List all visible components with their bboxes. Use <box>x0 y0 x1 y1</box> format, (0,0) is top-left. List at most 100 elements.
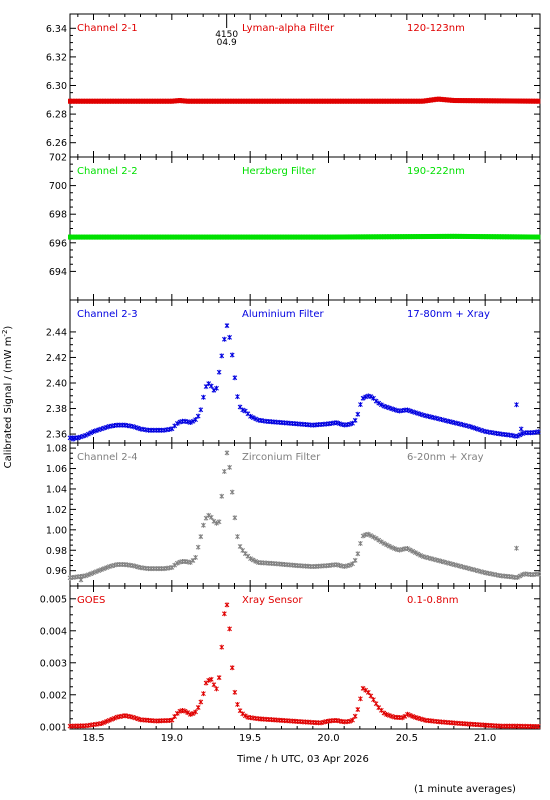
data-point <box>285 234 290 240</box>
data-point <box>245 234 250 240</box>
data-point <box>102 234 107 240</box>
data-point <box>211 234 216 240</box>
x-tick-label: 19.0 <box>161 733 183 744</box>
data-point <box>512 234 517 240</box>
data-point <box>352 713 358 719</box>
data-point <box>248 556 253 562</box>
data-point <box>360 395 366 401</box>
x-axis-label: Time / h UTC, 03 Apr 2026 <box>236 754 369 765</box>
data-point <box>122 234 127 240</box>
data-point <box>125 98 130 104</box>
band-label: 17-80nm + Xray <box>407 309 490 320</box>
data-point <box>523 234 528 240</box>
data-point <box>410 234 415 240</box>
data-point <box>232 689 238 695</box>
y-tick-label: 0.005 <box>40 594 67 605</box>
data-point <box>347 234 352 240</box>
data-point <box>209 98 214 104</box>
data-point <box>347 718 353 724</box>
data-point <box>130 714 136 720</box>
data-point <box>229 665 235 671</box>
data-point <box>146 234 151 240</box>
y-tick-label: 700 <box>49 181 67 192</box>
y-tick-label: 0.001 <box>40 722 67 733</box>
panel-4: 0.96 0.98 1.00 1.02 1.04 1.06 1.08 Channel 2-4 Z… <box>46 442 541 587</box>
data-point <box>455 233 460 239</box>
data-point <box>347 98 352 104</box>
data-point <box>308 234 313 240</box>
data-point <box>245 98 250 104</box>
data-point <box>376 400 382 406</box>
data-point <box>340 234 345 240</box>
data-point <box>180 234 185 240</box>
data-point <box>75 98 80 104</box>
footnote: (1 minute averages) <box>414 784 516 795</box>
data-point <box>237 543 243 549</box>
data-point <box>399 715 405 721</box>
data-point <box>507 98 512 104</box>
data-point <box>88 234 93 240</box>
data-point <box>290 98 295 104</box>
data-point <box>303 98 308 104</box>
data-point <box>473 425 478 431</box>
data-point <box>402 234 407 240</box>
data-point <box>146 98 151 104</box>
data-point <box>190 98 195 104</box>
data-point <box>429 233 434 239</box>
data-point <box>316 98 321 104</box>
data-point <box>342 234 347 240</box>
data-point <box>311 98 316 104</box>
data-point <box>491 234 496 240</box>
data-point <box>418 552 423 558</box>
data-point <box>222 336 227 342</box>
data-point <box>115 234 120 240</box>
data-point <box>193 98 198 104</box>
data-point <box>187 419 193 425</box>
data-point <box>397 98 402 104</box>
data-point <box>96 568 102 574</box>
data-point <box>303 234 308 240</box>
data-point <box>96 427 102 433</box>
data-point <box>378 539 384 545</box>
data-point <box>365 531 371 537</box>
data-point <box>287 234 292 240</box>
data-point <box>109 716 115 722</box>
data-point <box>269 234 274 240</box>
data-point <box>219 353 225 359</box>
data-point <box>198 407 204 413</box>
data-point <box>167 234 172 240</box>
data-point <box>193 554 198 560</box>
data-point <box>229 352 235 358</box>
data-point <box>248 413 253 419</box>
data-point <box>405 234 410 240</box>
data-point <box>81 234 86 240</box>
data-point <box>520 234 525 240</box>
data-point <box>536 98 541 104</box>
data-point <box>381 403 387 409</box>
data-point <box>73 98 78 104</box>
data-point <box>222 611 227 617</box>
data-point <box>415 410 421 416</box>
data-point <box>300 98 305 104</box>
data-point <box>423 98 428 104</box>
data-point <box>481 234 486 240</box>
data-point <box>185 710 191 716</box>
data-point <box>93 569 99 575</box>
filter-label: Xray Sensor <box>242 595 303 606</box>
data-point <box>174 420 180 426</box>
data-point <box>350 98 355 104</box>
data-point <box>395 234 400 240</box>
data-point <box>465 233 470 239</box>
data-point <box>387 234 392 240</box>
data-point <box>413 410 418 416</box>
y-tick-label: 2.38 <box>46 404 67 415</box>
data-point <box>102 98 107 104</box>
data-point <box>418 234 423 240</box>
data-point <box>515 574 520 580</box>
data-point <box>243 234 248 240</box>
data-point <box>355 234 360 240</box>
data-point <box>373 701 379 707</box>
data-point <box>164 98 169 104</box>
y-tick-label: 0.004 <box>40 626 67 637</box>
data-point <box>321 98 326 104</box>
